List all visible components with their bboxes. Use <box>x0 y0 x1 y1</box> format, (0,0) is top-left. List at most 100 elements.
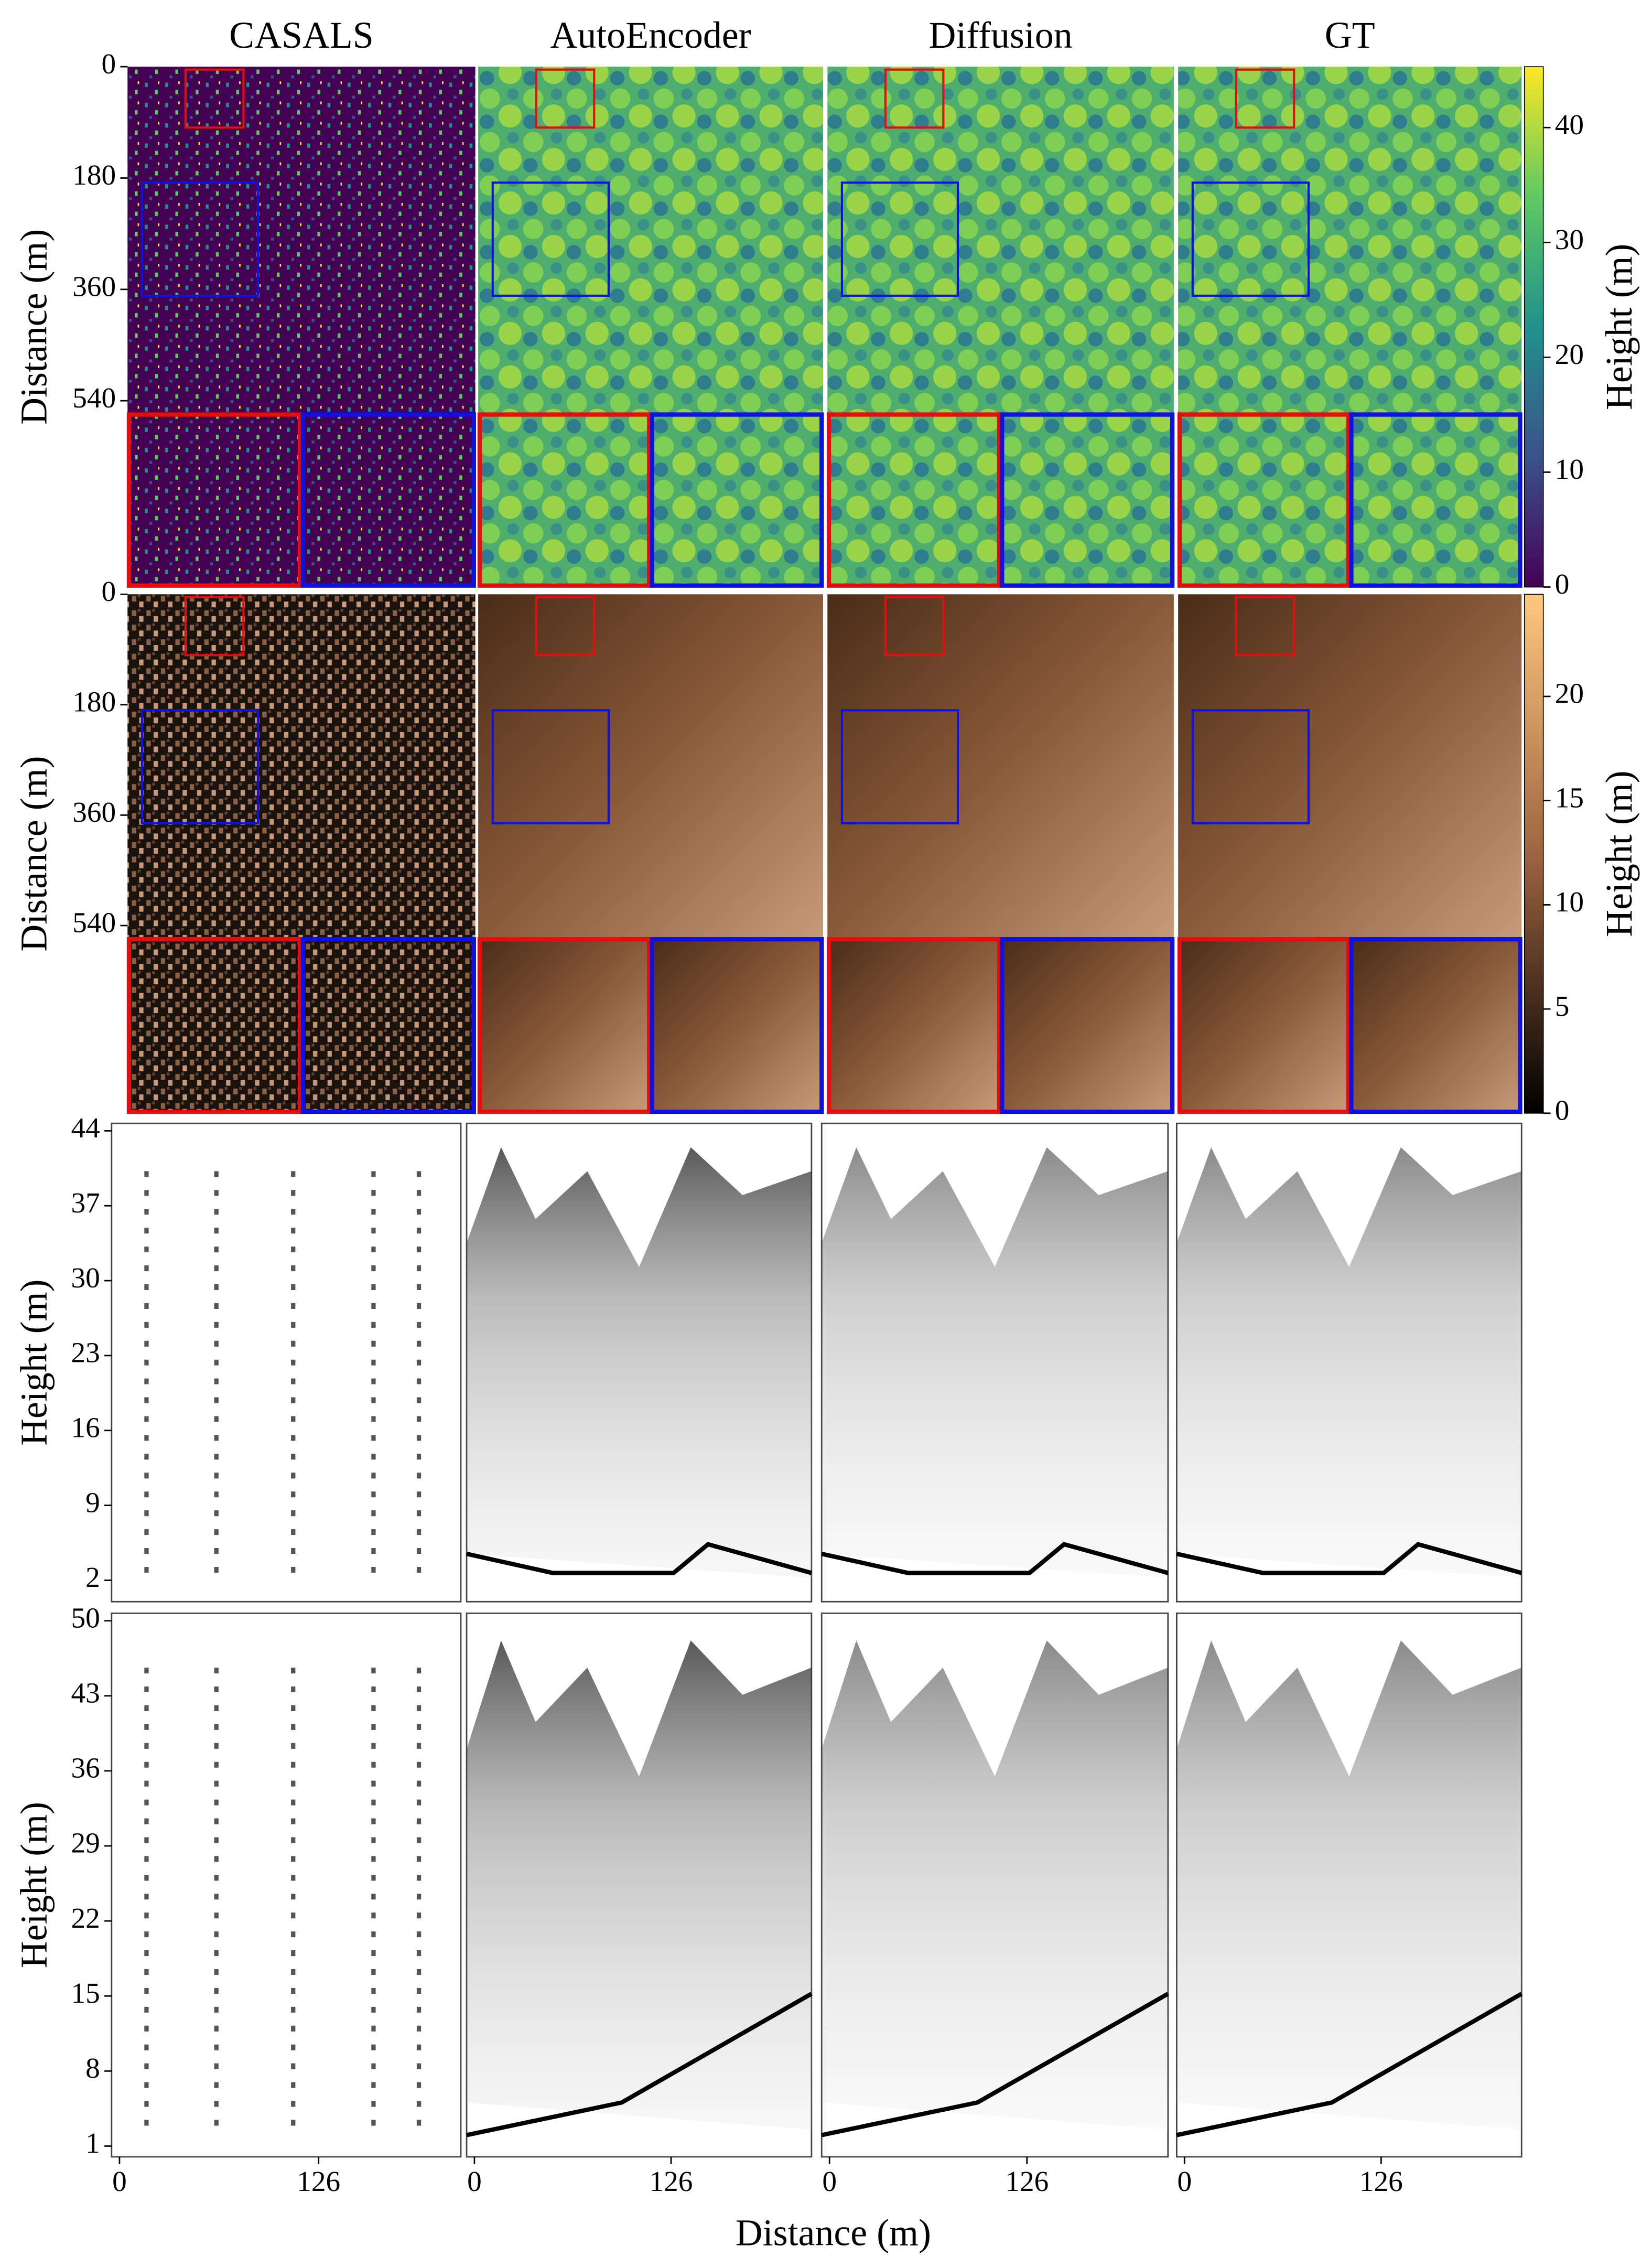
x-tick-label: 126 <box>1005 2165 1049 2197</box>
colorbar-tick-label: 30 <box>1555 223 1584 255</box>
y-tick-label: 9 <box>85 1486 100 1518</box>
x-tick-label: 0 <box>112 2165 127 2197</box>
zoom-inset <box>1000 412 1175 588</box>
zoom-box <box>1235 68 1295 129</box>
profile-panel <box>111 1613 462 2158</box>
zoom-inset <box>1000 937 1175 1114</box>
zoom-inset <box>650 937 824 1114</box>
image-panel <box>1178 67 1522 413</box>
y-tick-label: 0 <box>101 575 116 607</box>
ground <box>821 1992 1169 2137</box>
y-axis-label: Distance (m) <box>13 229 55 425</box>
colorbar-tick-label: 20 <box>1555 338 1584 370</box>
x-tick-label: 126 <box>650 2165 693 2197</box>
y-tick-label: 540 <box>72 382 116 414</box>
zoom-inset <box>300 937 476 1114</box>
x-tick-label: 0 <box>822 2165 837 2197</box>
colorbar-tick-label: 0 <box>1555 1094 1570 1126</box>
y-axis-label: Distance (m) <box>13 756 55 951</box>
canopy <box>1176 1147 1522 1578</box>
zoom-inset <box>1349 937 1523 1114</box>
colorbar-tick-label: 15 <box>1555 781 1584 813</box>
colorbar-tick-label: 10 <box>1555 453 1584 485</box>
colorbar-tick-label: 0 <box>1555 568 1570 600</box>
zoom-inset <box>477 412 652 588</box>
y-tick-label: 360 <box>72 796 116 828</box>
y-tick-label: 180 <box>72 686 116 718</box>
x-tick-label: 0 <box>1177 2165 1192 2197</box>
x-tick-label: 0 <box>467 2165 482 2197</box>
y-tick-label: 2 <box>85 1561 100 1593</box>
canopy <box>822 1640 1168 2130</box>
colorbar-tick-label: 10 <box>1555 886 1584 918</box>
ground <box>1176 1542 1523 1575</box>
zoom-inset <box>477 937 652 1114</box>
zoom-inset <box>826 412 1001 588</box>
zoom-box <box>535 68 596 129</box>
y-tick-label: 15 <box>71 1977 100 2009</box>
zoom-box <box>184 596 245 657</box>
y-tick-label: 30 <box>71 1262 100 1294</box>
y-tick-label: 37 <box>71 1187 100 1219</box>
zoom-inset <box>826 937 1001 1114</box>
colorbar <box>1524 594 1544 1114</box>
zoom-box <box>1191 709 1310 825</box>
image-panel <box>827 67 1174 413</box>
y-tick-label: 180 <box>72 159 116 191</box>
column-title: AutoEncoder <box>550 14 751 56</box>
colorbar-tick-label: 40 <box>1555 109 1584 141</box>
y-tick-label: 360 <box>72 271 116 303</box>
image-panel <box>1178 594 1522 938</box>
column-title: CASALS <box>229 14 374 56</box>
y-tick-label: 16 <box>71 1411 100 1443</box>
colorbar-label: Height (m) <box>1598 770 1640 937</box>
y-tick-label: 23 <box>71 1337 100 1369</box>
ground <box>466 1542 812 1575</box>
profile-panel <box>111 1122 462 1603</box>
zoom-box <box>840 181 959 297</box>
y-tick-label: 44 <box>71 1112 100 1144</box>
ground <box>821 1542 1169 1575</box>
x-tick-label: 126 <box>297 2165 340 2197</box>
y-tick-label: 50 <box>71 1602 100 1634</box>
zoom-box <box>491 709 610 825</box>
zoom-box <box>884 596 945 657</box>
canopy <box>467 1640 812 2130</box>
y-tick-label: 29 <box>71 1827 100 1859</box>
canopy <box>1176 1640 1522 2130</box>
image-panel <box>478 594 823 938</box>
canopy <box>822 1147 1168 1578</box>
y-tick-label: 22 <box>71 1902 100 1934</box>
ground <box>1176 1992 1523 2137</box>
zoom-box <box>884 68 945 129</box>
zoom-inset <box>1349 412 1523 588</box>
x-axis-label: Distance (m) <box>736 2211 931 2253</box>
zoom-inset <box>126 412 303 588</box>
colorbar-label: Height (m) <box>1598 244 1640 410</box>
zoom-box <box>141 181 260 297</box>
x-tick-label: 126 <box>1359 2165 1403 2197</box>
zoom-box <box>1235 596 1295 657</box>
y-tick-label: 43 <box>71 1677 100 1709</box>
image-panel <box>127 67 476 413</box>
zoom-inset <box>1177 412 1351 588</box>
column-title: Diffusion <box>928 14 1072 56</box>
y-tick-label: 1 <box>85 2127 100 2159</box>
zoom-box <box>1191 181 1310 297</box>
y-axis-label: Height (m) <box>13 1802 55 1968</box>
image-panel <box>478 67 823 413</box>
zoom-box <box>840 709 959 825</box>
image-panel <box>127 594 476 938</box>
zoom-inset <box>650 412 824 588</box>
column-title: GT <box>1325 14 1375 56</box>
zoom-box <box>141 709 260 825</box>
ground <box>466 1992 813 2137</box>
zoom-inset <box>1177 937 1351 1114</box>
y-tick-label: 0 <box>101 48 116 80</box>
zoom-box <box>535 596 596 657</box>
colorbar-tick-label: 5 <box>1555 990 1570 1022</box>
colorbar <box>1524 66 1544 588</box>
y-axis-label: Height (m) <box>13 1280 55 1446</box>
y-tick-label: 36 <box>71 1752 100 1784</box>
